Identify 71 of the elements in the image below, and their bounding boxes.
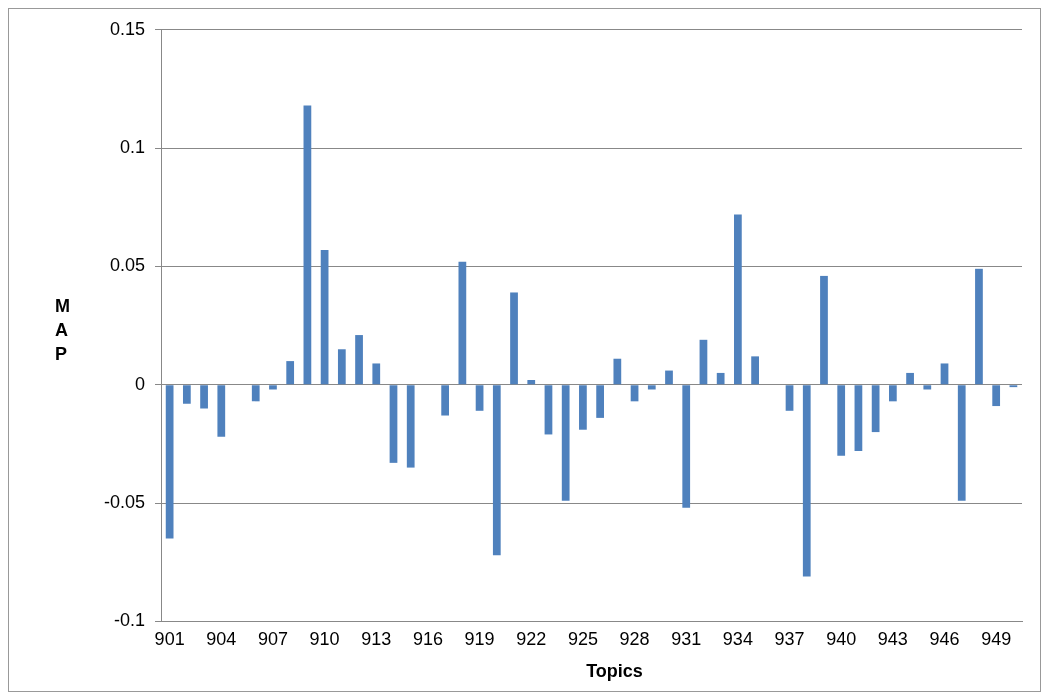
bar (837, 385, 846, 456)
bar (269, 385, 277, 390)
x-tick-label: 949 (981, 629, 1012, 650)
bar (200, 385, 208, 409)
x-tick-label: 922 (516, 629, 547, 650)
bar (303, 105, 312, 385)
bar (596, 385, 604, 418)
x-tick-label: 907 (257, 629, 288, 650)
bar (665, 370, 673, 385)
bar (372, 363, 381, 385)
bar (802, 385, 811, 577)
bar (406, 385, 415, 468)
y-axis-title: MAP (55, 295, 70, 366)
y-tick-label: 0.1 (120, 137, 146, 158)
bar (165, 385, 174, 539)
bar (871, 385, 880, 433)
bar (716, 372, 725, 385)
bar (923, 385, 932, 390)
x-tick-label: 925 (567, 629, 598, 650)
bar (458, 261, 467, 385)
bar (355, 335, 363, 385)
bar (441, 385, 450, 416)
bar (337, 349, 346, 385)
bar (613, 358, 622, 385)
x-tick-label: 928 (619, 629, 650, 650)
x-tick-label: 931 (671, 629, 702, 650)
bar (940, 363, 949, 385)
bar (492, 385, 501, 556)
bar (510, 292, 518, 385)
x-axis-title: Topics (585, 661, 644, 682)
x-tick-label: 913 (361, 629, 392, 650)
bar (682, 385, 691, 508)
bar (734, 214, 742, 385)
bar (475, 385, 484, 411)
bar (286, 361, 295, 385)
bar (751, 356, 759, 385)
x-tick-label: 940 (826, 629, 857, 650)
y-tick-label: -0.05 (104, 492, 146, 513)
bar (389, 385, 398, 463)
x-tick-label: 937 (774, 629, 805, 650)
x-tick-label: 901 (154, 629, 185, 650)
bar (975, 268, 983, 385)
bar (957, 385, 966, 501)
bar (320, 249, 329, 385)
bar (527, 380, 536, 385)
y-tick-label: -0.1 (114, 610, 146, 631)
bar (820, 275, 828, 385)
x-tick-label: 943 (877, 629, 908, 650)
x-tick-label: 919 (464, 629, 495, 650)
x-tick-label: 904 (206, 629, 237, 650)
y-tick-label: 0 (135, 373, 146, 394)
bar (561, 385, 570, 501)
x-tick-label: 910 (309, 629, 340, 650)
bar (217, 385, 226, 437)
bar (906, 372, 914, 385)
x-tick-label: 916 (412, 629, 443, 650)
bar (182, 385, 191, 404)
bar (251, 385, 260, 402)
bar (647, 385, 656, 390)
bar (544, 385, 553, 435)
x-tick-label: 946 (929, 629, 960, 650)
bar (699, 339, 708, 385)
x-tick-label: 934 (722, 629, 753, 650)
bar (992, 385, 1001, 407)
bar (579, 385, 587, 430)
bar (854, 385, 863, 452)
y-tick-label: 0.15 (109, 18, 146, 39)
bar (630, 385, 639, 402)
y-tick-label: 0.05 (109, 255, 146, 276)
bar (785, 385, 794, 411)
bar (888, 385, 897, 402)
